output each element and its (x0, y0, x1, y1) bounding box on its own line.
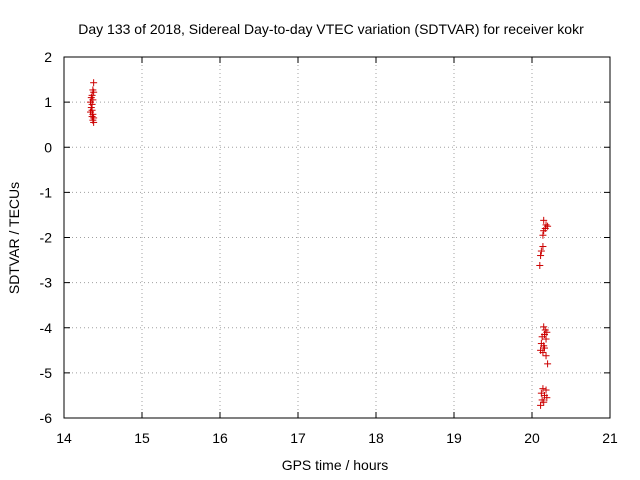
data-point (538, 333, 546, 341)
grid-lines (64, 57, 610, 418)
data-point (540, 216, 548, 224)
data-point (88, 113, 96, 121)
data-point (540, 398, 548, 406)
chart-title: Day 133 of 2018, Sidereal Day-to-day VTE… (78, 21, 584, 37)
data-point (88, 106, 96, 114)
data-point (90, 118, 98, 126)
y-tick-label: 0 (44, 139, 52, 155)
y-tick-label: 2 (44, 49, 52, 65)
data-point (540, 323, 548, 331)
x-tick-label: 15 (134, 430, 150, 446)
data-point (90, 88, 98, 96)
data-point (540, 227, 548, 235)
y-tick-label: 1 (44, 94, 52, 110)
data-point (542, 335, 550, 343)
data-point (539, 349, 547, 357)
axis-ticks (63, 56, 611, 419)
data-point (543, 394, 551, 402)
data-point (539, 385, 547, 393)
data-point (542, 221, 550, 229)
y-tick-label: -4 (40, 320, 53, 336)
data-points (87, 79, 552, 409)
data-point (542, 386, 550, 394)
x-tick-label: 14 (56, 430, 72, 446)
data-point (539, 243, 547, 251)
data-point (537, 401, 545, 409)
x-tick-label: 19 (446, 430, 462, 446)
data-point (537, 252, 545, 260)
data-point (536, 261, 544, 269)
y-tick-label: -2 (40, 230, 53, 246)
y-tick-label: -1 (40, 184, 53, 200)
y-axis-label: SDTVAR / TECUs (6, 182, 22, 294)
data-point (88, 100, 96, 108)
y-tick-label: -3 (40, 275, 53, 291)
x-tick-label: 17 (290, 430, 306, 446)
data-point (539, 231, 547, 239)
data-point (542, 352, 550, 360)
x-tick-label: 18 (368, 430, 384, 446)
x-tick-label: 20 (524, 430, 540, 446)
y-tick-label: -6 (40, 410, 53, 426)
x-axis-label: GPS time / hours (282, 457, 389, 473)
data-point (540, 344, 548, 352)
y-tick-label: -5 (40, 365, 53, 381)
data-point (537, 247, 545, 255)
tick-labels: 14 15 16 17 18 19 20 21 -6 -5 -4 -3 -2 -1 0 1 2 (40, 49, 618, 446)
data-point (544, 360, 552, 368)
x-tick-label: 16 (212, 430, 228, 446)
data-point (90, 79, 98, 87)
x-tick-label: 21 (602, 430, 618, 446)
